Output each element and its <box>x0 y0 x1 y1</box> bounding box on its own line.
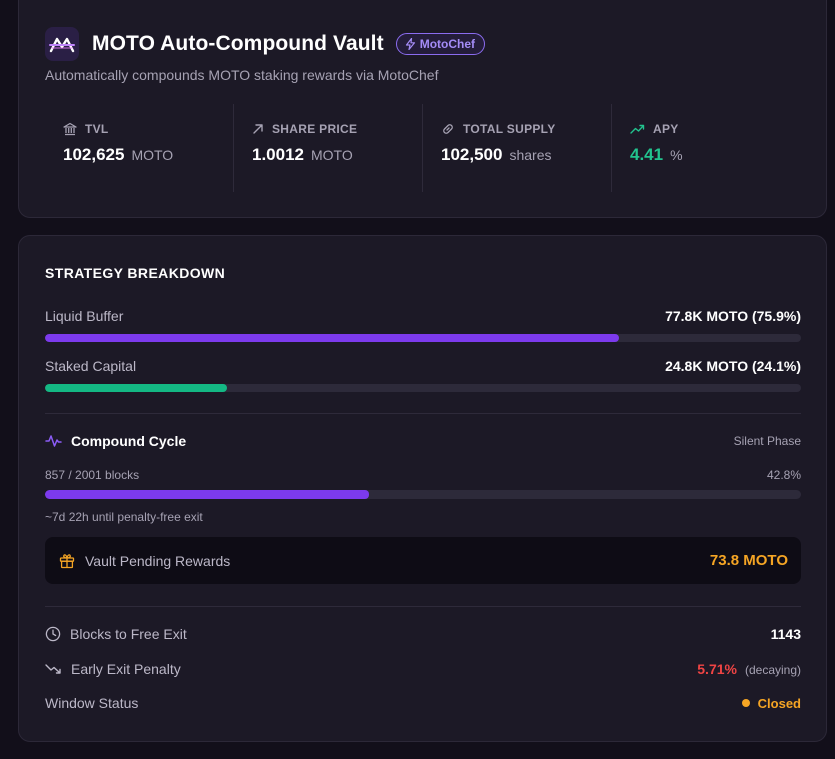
cycle-progress-fill <box>45 490 369 499</box>
trending-down-icon <box>45 664 61 674</box>
page-title: MOTO Auto-Compound Vault <box>92 32 384 55</box>
cycle-progress-bar <box>45 490 801 499</box>
link-icon <box>443 124 453 134</box>
cycle-blocks: 857 / 2001 blocks <box>45 468 140 482</box>
pending-value: 73.8 MOTO <box>709 552 788 569</box>
page-subtitle: Automatically compounds MOTO staking rew… <box>45 67 439 83</box>
cycle-note: ~7d 22h until penalty-free exit <box>45 510 203 524</box>
info-label: Blocks to Free Exit <box>70 626 187 642</box>
stat-value: 4.41 <box>630 145 664 164</box>
window-status-value: Closed <box>757 695 801 711</box>
activity-icon <box>45 435 62 447</box>
bank-icon <box>63 122 77 136</box>
blocks-to-free-exit-row: Blocks to Free Exit 1143 <box>45 626 801 642</box>
clock-icon <box>45 626 61 642</box>
stat-label: TVL <box>85 122 109 136</box>
cycle-title: Compound Cycle <box>71 433 187 449</box>
stats-row: TVL 102,625 MOTO SHARE PRICE 1.0012 MOTO <box>45 104 815 192</box>
trending-up-icon <box>630 124 645 134</box>
cycle-progress-text: 857 / 2001 blocks 42.8% <box>45 468 801 482</box>
allocation-label: Staked Capital <box>45 358 137 374</box>
stat-value: 102,500 <box>441 145 503 164</box>
allocation-staked-capital: Staked Capital 24.8K MOTO (24.1%) <box>45 358 801 392</box>
pending-rewards-box: Vault Pending Rewards 73.8 MOTO <box>45 537 801 584</box>
cycle-percent: 42.8% <box>766 468 801 482</box>
allocation-bar <box>45 334 801 342</box>
strategy-card: STRATEGY BREAKDOWN Liquid Buffer 77.8K M… <box>18 235 827 742</box>
allocation-value: 77.8K MOTO (75.9%) <box>665 308 801 324</box>
divider <box>45 413 801 414</box>
penalty-value: 5.71% <box>697 661 737 677</box>
window-status-badge: Closed <box>741 695 801 711</box>
allocation-label: Liquid Buffer <box>45 308 124 324</box>
blocks-to-free-exit-value: 1143 <box>770 626 801 642</box>
stat-unit: MOTO <box>311 147 353 163</box>
allocation-bar-fill <box>45 334 619 342</box>
arrow-up-right-icon <box>253 124 263 134</box>
stat-value: 102,625 <box>63 145 125 164</box>
lightning-icon <box>405 38 415 50</box>
stat-label: TOTAL SUPPLY <box>463 122 556 136</box>
stat-unit: % <box>670 147 683 163</box>
stat-share-price: SHARE PRICE 1.0012 MOTO <box>234 104 423 192</box>
pending-label: Vault Pending Rewards <box>85 552 231 569</box>
divider <box>45 606 801 607</box>
vault-header-card: MOTO Auto-Compound Vault MotoChef Automa… <box>18 0 827 218</box>
window-status-row: Window Status Closed <box>45 695 801 711</box>
cycle-phase: Silent Phase <box>733 434 801 448</box>
status-dot-icon <box>741 699 750 707</box>
vault-logo-icon <box>45 27 79 61</box>
stat-unit: MOTO <box>131 147 174 163</box>
stat-tvl: TVL 102,625 MOTO <box>45 104 234 192</box>
badge-label: MotoChef <box>419 37 476 51</box>
stat-label: SHARE PRICE <box>272 122 358 136</box>
stat-apy: APY 4.41 % <box>612 104 801 192</box>
gift-icon <box>59 553 75 568</box>
motochef-badge[interactable]: MotoChef <box>395 33 486 55</box>
allocation-value: 24.8K MOTO (24.1%) <box>665 358 801 374</box>
stat-value: 1.0012 <box>252 145 304 164</box>
penalty-value-group: 5.71% (decaying) <box>697 661 801 677</box>
stat-unit: shares <box>509 147 552 163</box>
penalty-note: (decaying) <box>744 663 801 677</box>
stat-total-supply: TOTAL SUPPLY 102,500 shares <box>423 104 612 192</box>
compound-cycle-header: Compound Cycle Silent Phase <box>45 433 801 449</box>
info-label: Window Status <box>45 695 139 711</box>
info-label: Early Exit Penalty <box>71 661 181 677</box>
allocation-bar <box>45 384 801 392</box>
section-title: STRATEGY BREAKDOWN <box>45 265 226 281</box>
title-row: MOTO Auto-Compound Vault MotoChef <box>45 27 486 61</box>
allocation-liquid-buffer: Liquid Buffer 77.8K MOTO (75.9%) <box>45 308 801 342</box>
allocation-bar-fill <box>45 384 228 392</box>
stat-label: APY <box>653 122 679 136</box>
early-exit-penalty-row: Early Exit Penalty 5.71% (decaying) <box>45 661 801 677</box>
